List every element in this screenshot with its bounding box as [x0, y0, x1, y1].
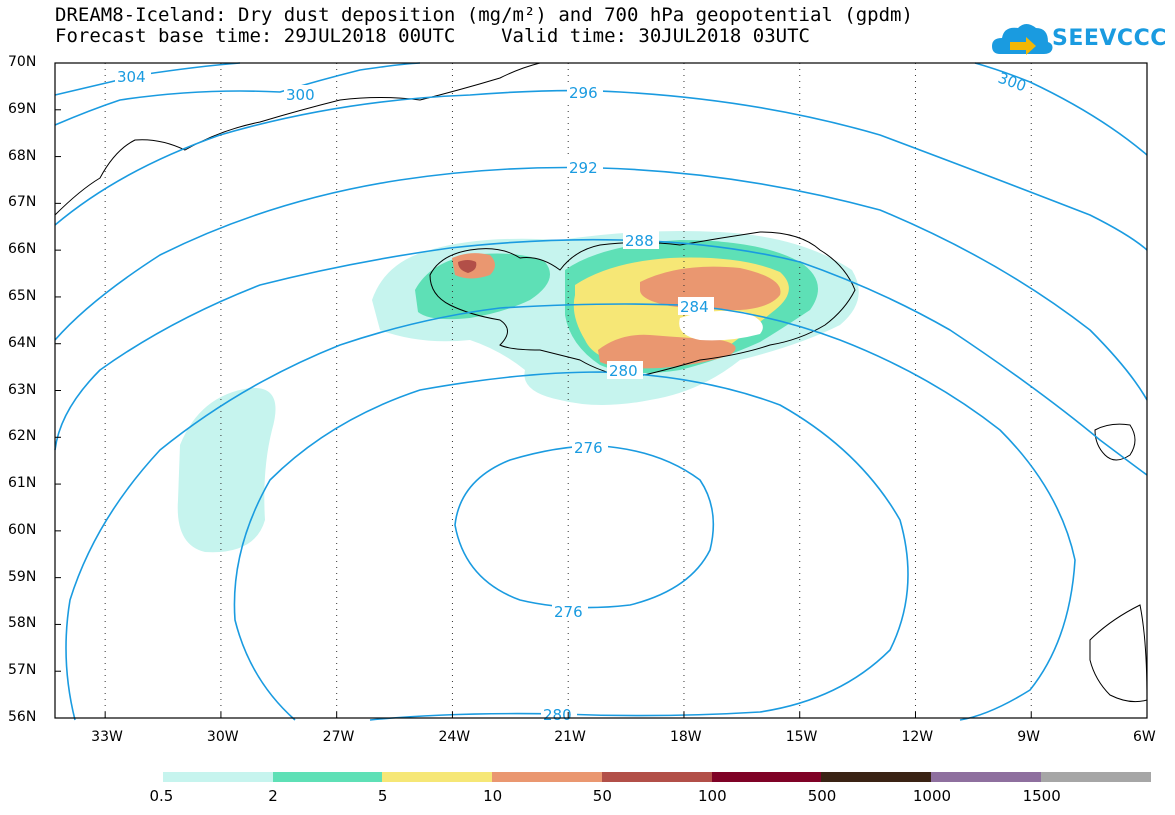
map-title: DREAM8-Iceland: Dry dust deposition (mg/…	[55, 4, 913, 26]
lon-label: 6W	[1133, 729, 1156, 745]
contour-label-288: 288	[625, 232, 654, 250]
greenland-coast	[54, 62, 541, 216]
legend-label: 10	[483, 787, 503, 805]
lat-label: 60N	[8, 521, 37, 538]
legend-color-swatch	[1040, 772, 1151, 782]
lat-label: 65N	[8, 287, 37, 304]
lat-label: 59N	[8, 568, 37, 585]
legend-color-swatch	[930, 772, 1041, 782]
contour-label-292: 292	[569, 159, 598, 177]
legend-color-swatch	[382, 772, 493, 782]
contour-284	[65, 303, 1076, 721]
lat-label: 69N	[8, 100, 37, 117]
contour-labels: 304 300 296 292 288 284 280 276 276 280 …	[115, 67, 1029, 724]
lat-label: 70N	[8, 54, 37, 70]
contour-300-east	[974, 62, 1148, 156]
legend-color-swatch	[492, 772, 603, 782]
axis-ticks	[55, 62, 1148, 719]
contour-280	[233, 371, 909, 721]
lat-label: 56N	[8, 709, 37, 725]
legend-label: 0.5	[149, 787, 174, 805]
legend-label: 1000	[912, 787, 952, 805]
lat-label: 57N	[8, 662, 37, 679]
contour-label-300: 300	[286, 86, 315, 104]
lon-label: 12W	[901, 729, 934, 745]
lon-label: 18W	[669, 729, 702, 745]
dust-area-west-green	[415, 253, 550, 320]
lat-label: 68N	[8, 147, 37, 164]
legend-label: 100	[698, 787, 727, 805]
contour-label-276-bottom: 276	[554, 603, 583, 621]
contour-296	[54, 89, 1148, 251]
contour-300-west	[54, 62, 421, 126]
legend-label: 500	[807, 787, 837, 805]
dust-area-orange-north	[640, 266, 781, 310]
lon-label: 9W	[1017, 729, 1040, 745]
contour-288	[54, 238, 1148, 476]
legend-color-swatch	[601, 772, 712, 782]
map-subtitle: Forecast base time: 29JUL2018 00UTC Vali…	[55, 25, 810, 47]
iceland-coast	[429, 231, 856, 379]
lon-label: 21W	[554, 729, 586, 745]
lat-label: 62N	[8, 428, 37, 445]
lon-label: 24W	[438, 729, 471, 745]
lat-label: 66N	[8, 241, 37, 258]
contour-label-280: 280	[609, 362, 638, 380]
lat-label: 58N	[8, 615, 37, 632]
legend-label: 2	[268, 787, 278, 805]
contour-label-284: 284	[680, 298, 709, 316]
contour-label-296: 296	[569, 84, 598, 102]
legend-color-swatch	[163, 772, 273, 782]
legend-label: 5	[377, 787, 388, 805]
legend-color-swatch	[711, 772, 822, 782]
contour-label-280-bottom: 280	[543, 706, 572, 724]
lon-label: 30W	[206, 729, 239, 745]
cloud-arrow-icon	[992, 24, 1053, 55]
faroe-coast	[1094, 423, 1136, 461]
legend-label: 50	[592, 787, 612, 805]
contour-label-304: 304	[117, 68, 146, 86]
contour-276	[454, 445, 715, 609]
legend-color-swatch	[821, 772, 932, 782]
logo-text: SEEVCCC	[1052, 26, 1167, 51]
dust-area-west	[177, 387, 276, 553]
lon-label: 27W	[322, 729, 355, 745]
lon-label: 15W	[785, 729, 818, 745]
lat-label: 63N	[8, 381, 37, 398]
lon-label: 33W	[91, 729, 123, 745]
legend-color-swatch	[272, 772, 383, 782]
contour-label-276-top: 276	[574, 439, 603, 457]
lat-label: 67N	[8, 194, 37, 211]
dust-area-nw-red	[458, 260, 477, 273]
lat-label: 64N	[8, 334, 37, 351]
lat-label: 61N	[8, 475, 37, 492]
legend-label: 1500	[1022, 787, 1061, 805]
dust-area-white-glacier	[679, 310, 763, 341]
